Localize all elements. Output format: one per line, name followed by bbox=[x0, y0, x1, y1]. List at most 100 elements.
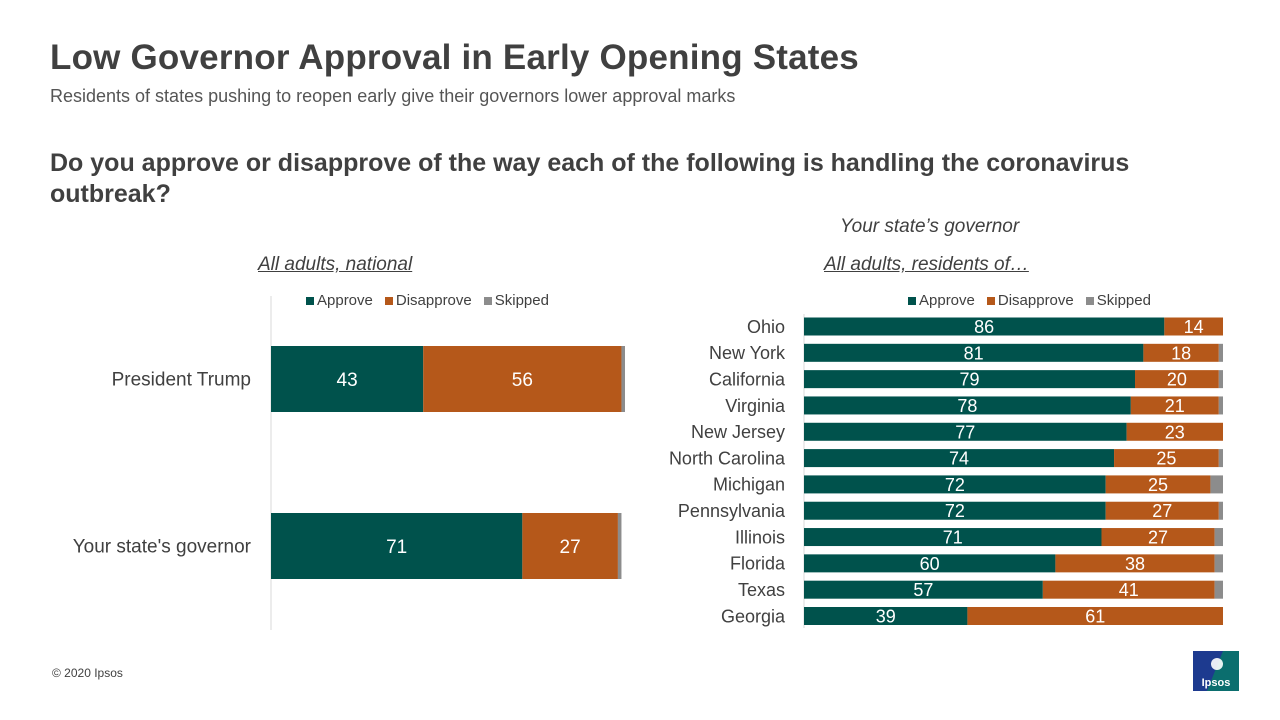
states-chart-data-label-approve: 77 bbox=[955, 422, 975, 442]
right-panel-heading: Your state’s governor bbox=[840, 216, 1020, 237]
states-chart-data-label-disapprove: 18 bbox=[1171, 343, 1191, 363]
states-chart-bar-approve bbox=[804, 422, 1127, 441]
states-chart-data-label-disapprove: 20 bbox=[1167, 370, 1187, 390]
national-chart-bar-approve bbox=[271, 513, 523, 579]
states-chart-category-label: New Jersey bbox=[691, 422, 785, 442]
states-chart-bar-approve bbox=[804, 317, 1165, 336]
states-chart-bar-approve bbox=[804, 370, 1136, 389]
left-panel-subheading: All adults, national bbox=[258, 254, 413, 275]
states-chart-bar-skipped bbox=[1218, 396, 1223, 415]
legend-item-approve: Approve bbox=[908, 292, 975, 309]
states-chart-bar-disapprove bbox=[1105, 475, 1211, 494]
national-chart-bar-disapprove bbox=[423, 346, 622, 412]
states-chart-data-label-approve: 72 bbox=[945, 501, 965, 521]
states-chart-data-label-approve: 60 bbox=[920, 554, 940, 574]
legend-label-skipped: Skipped bbox=[494, 292, 549, 309]
states-chart-bar-skipped bbox=[1218, 343, 1223, 362]
national-chart-bar-skipped bbox=[617, 513, 622, 579]
legend-swatch-disapprove bbox=[986, 296, 995, 305]
legend-swatch-approve bbox=[306, 296, 314, 305]
logo-mark bbox=[1211, 658, 1223, 670]
states-chart-bar-disapprove bbox=[1105, 501, 1219, 520]
states-chart-category-label: Virginia bbox=[725, 396, 786, 416]
states-chart-data-label-disapprove: 25 bbox=[1148, 475, 1168, 495]
states-chart-category-label: Michigan bbox=[713, 475, 785, 495]
states-chart-bar-skipped bbox=[1218, 370, 1223, 389]
states-chart-category-label: New York bbox=[709, 343, 786, 363]
legend-swatch-skipped bbox=[483, 296, 492, 305]
logo-text: Ipsos bbox=[1202, 677, 1231, 689]
states-chart-category-label: Pennsylvania bbox=[678, 501, 786, 521]
states-chart-bar-skipped bbox=[1218, 501, 1223, 520]
states-chart-bar-approve bbox=[804, 396, 1131, 415]
states-chart-data-label-disapprove: 27 bbox=[1148, 528, 1168, 548]
states-chart-data-label-disapprove: 38 bbox=[1125, 554, 1145, 574]
legend-swatch-disapprove bbox=[384, 296, 393, 305]
states-chart-data-label-disapprove: 25 bbox=[1156, 449, 1176, 469]
states-chart-bar-disapprove bbox=[1143, 343, 1219, 362]
states-chart-bar-disapprove bbox=[1114, 449, 1219, 468]
national-chart-bar-disapprove bbox=[522, 513, 618, 579]
national-chart-bar-approve bbox=[271, 346, 424, 412]
legend-item-skipped: Skipped bbox=[483, 292, 549, 309]
states-chart-data-label-disapprove: 21 bbox=[1165, 396, 1185, 416]
states-chart-category-label: Ohio bbox=[747, 317, 785, 337]
states-chart-data-label-approve: 81 bbox=[964, 343, 984, 363]
states-chart-bar-approve bbox=[804, 607, 968, 625]
states-chart-bar-disapprove bbox=[1101, 528, 1215, 547]
states-chart-data-label-approve: 78 bbox=[957, 396, 977, 416]
states-chart-category-label: Georgia bbox=[721, 606, 786, 626]
legend-label-skipped: Skipped bbox=[1096, 292, 1151, 309]
states-chart-bar-approve bbox=[804, 528, 1102, 547]
states-chart-data-label-disapprove: 41 bbox=[1119, 580, 1139, 600]
national-chart-data-label-disapprove: 27 bbox=[560, 537, 581, 558]
national-chart-bar-skipped bbox=[621, 346, 625, 412]
states-chart-bar-disapprove bbox=[1164, 317, 1223, 336]
states-chart-bar-disapprove bbox=[1135, 370, 1219, 389]
states-chart-bar-disapprove bbox=[1126, 422, 1223, 441]
states-chart-bar-disapprove bbox=[1130, 396, 1219, 415]
legend-swatch-skipped bbox=[1085, 296, 1094, 305]
legend-label-disapprove: Disapprove bbox=[997, 292, 1074, 309]
legend-item-skipped: Skipped bbox=[1085, 292, 1151, 309]
legend-label-disapprove: Disapprove bbox=[395, 292, 472, 309]
states-chart-bar-skipped bbox=[1218, 449, 1223, 468]
states-chart-category-label: Florida bbox=[730, 554, 786, 574]
national-chart-data-label-disapprove: 56 bbox=[512, 370, 533, 391]
page-title: Low Governor Approval in Early Opening S… bbox=[50, 38, 859, 77]
states-chart-data-label-approve: 74 bbox=[949, 449, 969, 469]
states-chart-data-label-disapprove: 23 bbox=[1165, 422, 1185, 442]
national-chart-category-label: Your state's governor bbox=[73, 537, 252, 558]
states-chart-bar-disapprove bbox=[967, 607, 1223, 625]
states-chart-category-label: California bbox=[709, 369, 786, 389]
states-chart-data-label-approve: 72 bbox=[945, 475, 965, 495]
legend-item-disapprove: Disapprove bbox=[384, 292, 472, 309]
right-panel-subheading: All adults, residents of… bbox=[824, 254, 1029, 275]
states-chart-bar-disapprove bbox=[1042, 580, 1215, 599]
national-chart-category-label: President Trump bbox=[112, 370, 251, 391]
states-chart-data-label-disapprove: 27 bbox=[1152, 501, 1172, 521]
states-chart-category-label: North Carolina bbox=[669, 448, 786, 468]
left-chart-legend: Approve Disapprove Skipped bbox=[306, 292, 561, 309]
states-chart-bar-approve bbox=[804, 501, 1106, 520]
states-chart-bar-disapprove bbox=[1055, 554, 1215, 573]
legend-item-approve: Approve bbox=[306, 292, 373, 309]
legend-label-approve: Approve bbox=[919, 292, 975, 309]
ipsos-logo: Ipsos bbox=[1193, 651, 1239, 691]
states-chart-data-label-approve: 79 bbox=[959, 370, 979, 390]
states-chart-data-label-approve: 71 bbox=[943, 528, 963, 548]
states-chart-data-label-approve: 39 bbox=[876, 606, 896, 626]
states-chart-category-label: Illinois bbox=[735, 527, 785, 547]
survey-question: Do you approve or disapprove of the way … bbox=[50, 149, 1130, 208]
right-chart-legend: Approve Disapprove Skipped bbox=[908, 292, 1163, 309]
national-chart-data-label-approve: 71 bbox=[386, 537, 407, 558]
states-chart-data-label-disapprove: 14 bbox=[1184, 317, 1204, 337]
states-chart-data-label-approve: 57 bbox=[913, 580, 933, 600]
states-chart-bar-approve bbox=[804, 449, 1115, 468]
states-chart-bar-approve bbox=[804, 580, 1043, 599]
states-chart-bar-skipped bbox=[1214, 580, 1223, 599]
states-chart-bar-approve bbox=[804, 475, 1106, 494]
legend-swatch-approve bbox=[908, 296, 916, 305]
states-chart-data-label-disapprove: 61 bbox=[1085, 606, 1105, 626]
